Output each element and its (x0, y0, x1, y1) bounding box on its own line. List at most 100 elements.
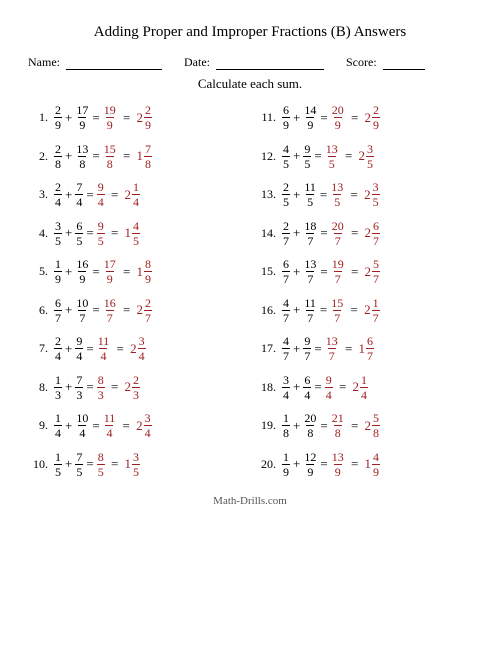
whole-part: 2 (125, 187, 132, 203)
numerator: 4 (282, 297, 290, 310)
denominator: 5 (306, 194, 314, 208)
plus-sign: + (65, 148, 72, 164)
numerator: 6 (54, 297, 62, 310)
mixed-number: 189 (137, 258, 153, 285)
mixed-number: 235 (364, 181, 380, 208)
fraction: 138 (75, 143, 89, 170)
problem-number: 11. (256, 110, 276, 125)
numerator: 1 (132, 181, 140, 194)
fraction: 15 (54, 451, 62, 478)
numerator: 2 (282, 181, 290, 194)
equals-sign: = (92, 148, 99, 164)
fraction: 28 (54, 143, 62, 170)
denominator: 9 (54, 271, 62, 285)
denominator: 8 (334, 425, 342, 439)
whole-part: 1 (137, 264, 144, 280)
numerator: 5 (372, 412, 380, 425)
fraction: 45 (282, 143, 290, 170)
equals-sign: = (320, 456, 327, 472)
equals-sign: = (120, 110, 131, 126)
problem-row: 11.69+149=209 = 229 (256, 104, 472, 131)
fraction: 199 (103, 104, 117, 131)
numerator: 3 (132, 451, 140, 464)
plus-sign: + (293, 225, 300, 241)
denominator: 8 (306, 425, 314, 439)
fraction: 29 (372, 104, 380, 131)
equals-sign: = (92, 418, 99, 434)
plus-sign: + (293, 456, 300, 472)
fraction: 64 (303, 374, 311, 401)
equals-sign: = (113, 341, 124, 357)
whole-part: 2 (136, 418, 143, 434)
denominator: 3 (75, 387, 83, 401)
score-label: Score: (346, 55, 377, 70)
name-line[interactable] (66, 69, 162, 70)
numerator: 1 (282, 451, 290, 464)
denominator: 9 (334, 464, 342, 478)
numerator: 7 (75, 374, 83, 387)
name-label: Name: (28, 55, 60, 70)
mixed-number: 234 (136, 412, 152, 439)
date-line[interactable] (216, 69, 324, 70)
problem-row: 7.24+94=114 = 234 (28, 335, 244, 362)
denominator: 5 (333, 194, 341, 208)
denominator: 3 (54, 387, 62, 401)
whole-part: 2 (365, 110, 372, 126)
denominator: 4 (360, 387, 368, 401)
denominator: 8 (372, 425, 380, 439)
mixed-number: 229 (365, 104, 381, 131)
denominator: 3 (132, 387, 140, 401)
fraction: 24 (54, 335, 62, 362)
whole-part: 2 (359, 148, 366, 164)
equals-sign: = (348, 110, 359, 126)
whole-part: 1 (125, 456, 132, 472)
fraction: 208 (303, 412, 317, 439)
fraction: 139 (331, 451, 345, 478)
numerator: 1 (54, 412, 62, 425)
numerator: 13 (330, 181, 344, 194)
denominator: 7 (282, 310, 290, 324)
numerator: 9 (325, 374, 333, 387)
fraction: 13 (54, 374, 62, 401)
fraction: 117 (303, 297, 317, 324)
mixed-number: 149 (365, 451, 381, 478)
fraction: 158 (103, 143, 117, 170)
problem-row: 3.24+74=94 = 214 (28, 181, 244, 208)
equals-sign: = (348, 418, 359, 434)
denominator: 7 (333, 310, 341, 324)
denominator: 4 (105, 425, 113, 439)
fraction: 35 (132, 451, 140, 478)
mixed-number: 135 (125, 451, 141, 478)
mixed-number: 223 (125, 374, 141, 401)
numerator: 9 (97, 220, 105, 233)
fraction: 65 (75, 220, 83, 247)
mixed-number: 234 (130, 335, 146, 362)
numerator: 20 (303, 412, 317, 425)
denominator: 7 (303, 348, 311, 362)
fraction: 19 (282, 451, 290, 478)
denominator: 7 (306, 310, 314, 324)
denominator: 4 (282, 387, 290, 401)
numerator: 13 (303, 258, 317, 271)
fraction: 67 (282, 258, 290, 285)
problem-number: 4. (28, 226, 48, 241)
equals-sign: = (108, 187, 119, 203)
numerator: 4 (282, 335, 290, 348)
whole-part: 2 (125, 379, 132, 395)
denominator: 5 (54, 464, 62, 478)
denominator: 5 (54, 233, 62, 247)
denominator: 4 (97, 194, 105, 208)
whole-part: 2 (137, 302, 144, 318)
score-line[interactable] (383, 69, 425, 70)
mixed-number: 145 (125, 220, 141, 247)
numerator: 20 (331, 104, 345, 117)
plus-sign: + (293, 341, 300, 357)
denominator: 7 (306, 271, 314, 285)
fraction: 167 (103, 297, 117, 324)
problem-number: 15. (256, 264, 276, 279)
numerator: 19 (331, 258, 345, 271)
denominator: 9 (334, 117, 342, 131)
denominator: 3 (97, 387, 105, 401)
denominator: 5 (97, 233, 105, 247)
denominator: 5 (366, 156, 374, 170)
